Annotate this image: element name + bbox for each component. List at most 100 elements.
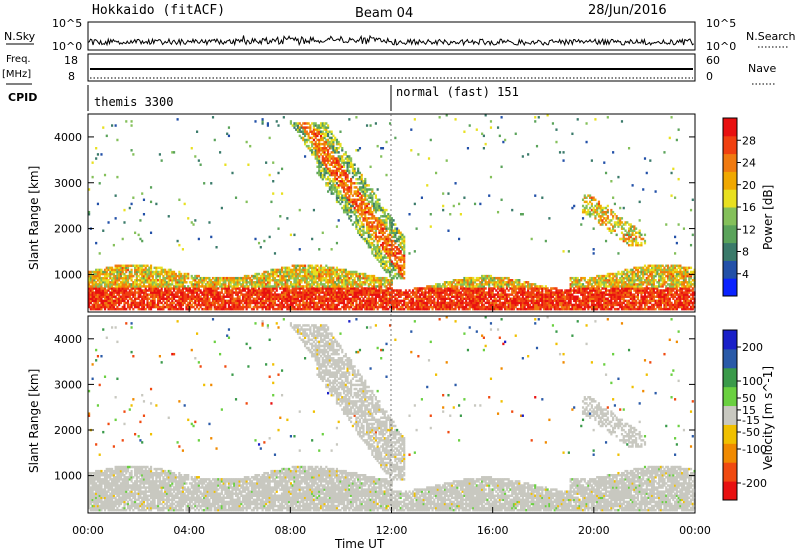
power-cell	[375, 194, 377, 196]
power-cell	[442, 205, 444, 207]
power-cell	[272, 180, 274, 182]
power-cell	[354, 168, 356, 170]
power-cell	[341, 147, 343, 149]
power-cell	[327, 124, 329, 126]
power-cell	[123, 221, 125, 223]
power-cell	[485, 287, 487, 289]
power-cell	[414, 118, 416, 120]
freq-trace	[90, 69, 693, 78]
power-cell	[382, 147, 384, 149]
power-cell	[454, 182, 456, 184]
power-cell	[454, 118, 456, 120]
power-cell	[361, 174, 363, 176]
power-cell	[350, 215, 352, 217]
power-cell	[499, 135, 501, 137]
power-cell	[469, 124, 471, 126]
power-cell	[385, 141, 387, 143]
power-cell	[357, 168, 359, 170]
beam-label: Beam 04	[355, 6, 413, 21]
power-cell	[339, 143, 341, 145]
power-cell	[196, 131, 198, 133]
freq-panel-frame	[88, 54, 695, 81]
nsky-line	[88, 35, 694, 45]
power-cell	[304, 155, 306, 157]
power-cell	[442, 192, 444, 194]
power-cell	[92, 176, 94, 178]
power-cell	[228, 135, 230, 137]
power-cell	[336, 225, 338, 227]
power-cell	[143, 213, 145, 215]
power-cell	[371, 188, 373, 190]
power-cell	[106, 135, 108, 137]
power-cell	[138, 234, 140, 236]
power-cell	[488, 194, 490, 196]
power-cell	[350, 157, 352, 159]
power-cell	[304, 265, 306, 267]
power-cell	[277, 172, 279, 174]
nsky-panel-frame	[88, 22, 695, 50]
power-cell	[269, 174, 271, 176]
power-cell	[177, 240, 179, 242]
power-cell	[231, 172, 233, 174]
power-cell	[414, 250, 416, 252]
power-cell	[254, 120, 256, 122]
power-cell	[283, 116, 285, 118]
power-cell	[453, 205, 455, 207]
power-cell	[430, 225, 432, 227]
power-cell	[345, 151, 347, 153]
power-cell	[483, 147, 485, 149]
power-cell	[490, 126, 492, 128]
power-cell	[286, 217, 288, 219]
power-cell	[311, 238, 313, 240]
power-cell	[279, 215, 281, 217]
power-cell	[107, 221, 109, 223]
nsky-tick-bottom: 10^0	[52, 40, 82, 53]
power-cell	[141, 192, 143, 194]
power-cell	[463, 131, 465, 133]
power-cell	[417, 153, 419, 155]
power-cell	[215, 246, 217, 248]
power-cell	[338, 219, 340, 221]
power-heatmap-cells	[88, 114, 696, 310]
power-cell	[130, 124, 132, 126]
power-cell	[123, 209, 125, 211]
power-cell	[463, 197, 465, 199]
power-cell	[159, 153, 161, 155]
power-cell	[139, 219, 141, 221]
power-cell	[446, 159, 448, 161]
date-label: 28/Jun/2016	[588, 3, 667, 18]
power-cell	[467, 147, 469, 149]
power-cell	[385, 209, 387, 211]
power-cell	[269, 137, 271, 139]
power-cell	[130, 120, 132, 122]
power-cell	[177, 118, 179, 120]
power-cell	[249, 145, 251, 147]
power-cell	[191, 147, 193, 149]
power-cell	[447, 192, 449, 194]
power-cell	[350, 219, 352, 221]
power-cell	[490, 120, 492, 122]
power-cell	[198, 159, 200, 161]
power-cell	[501, 116, 503, 118]
power-cell	[150, 201, 152, 203]
power-cell	[339, 190, 341, 192]
power-cell	[364, 178, 366, 180]
power-cell	[338, 151, 340, 153]
power-cell	[132, 197, 134, 199]
power-cell	[194, 155, 196, 157]
power-cell	[224, 164, 226, 166]
nsky-tick-top: 10^5	[52, 17, 82, 30]
power-cell	[182, 248, 184, 250]
power-cell	[355, 116, 357, 118]
power-cell	[132, 153, 134, 155]
power-cell	[178, 199, 180, 201]
power-cell	[479, 203, 481, 205]
cpid-label: CPID	[8, 91, 37, 104]
power-cell	[430, 139, 432, 141]
power-cell	[102, 230, 104, 232]
power-cell	[375, 122, 377, 124]
power-cell	[203, 182, 205, 184]
power-cell	[362, 223, 364, 225]
power-cell	[258, 242, 260, 244]
